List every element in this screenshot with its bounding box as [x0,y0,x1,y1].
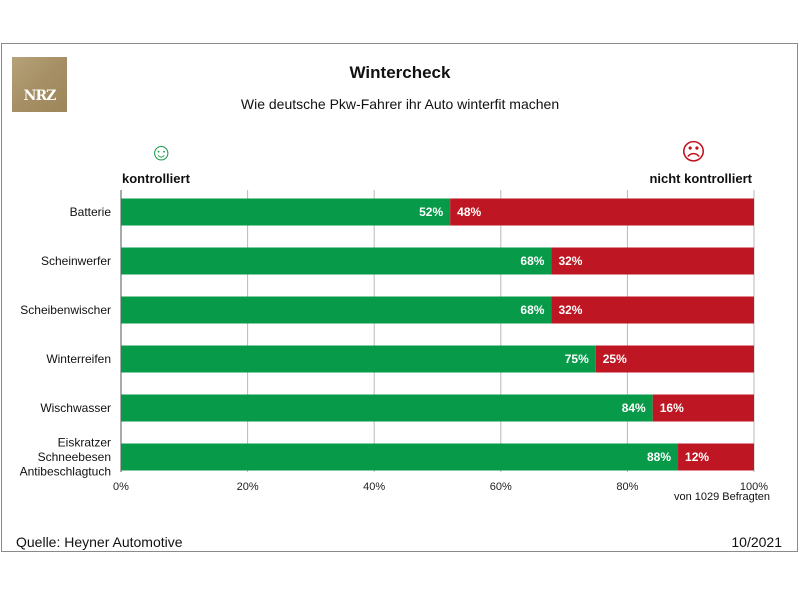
chart-subtitle: Wie deutsche Pkw-Fahrer ihr Auto winterf… [240,96,560,112]
data-label-kontrolliert: 84% [622,401,646,415]
data-label-nicht-kontrolliert: 48% [457,205,481,219]
data-label-kontrolliert: 68% [520,254,544,268]
category-label: Batterie [70,205,112,219]
bar-nicht-kontrolliert [595,345,754,373]
bar-nicht-kontrolliert [551,296,754,324]
category-label: Wischwasser [40,401,111,415]
legend-label-kontrolliert: kontrolliert [122,171,190,186]
bar-kontrolliert [121,345,596,373]
data-label-kontrolliert: 52% [419,205,443,219]
newspaper-logo: NRZ [12,57,67,112]
bar-nicht-kontrolliert [652,394,754,422]
x-tick-label: 20% [237,481,259,493]
source-credit: Quelle: Heyner Automotive [16,534,183,550]
smiley-icon: ☺ [149,139,174,166]
bar-kontrolliert [121,443,679,471]
legend-label-nicht-kontrolliert: nicht kontrolliert [649,171,752,186]
category-label: Eiskratzer [58,436,111,450]
publication-date: 10/2021 [731,534,782,550]
bar-kontrolliert [121,198,451,226]
category-label: Scheibenwischer [20,303,111,317]
data-label-kontrolliert: 75% [565,352,589,366]
x-tick-label: 60% [490,481,512,493]
bar-kontrolliert [121,394,653,422]
data-label-kontrolliert: 88% [647,450,671,464]
bar-nicht-kontrolliert [450,198,754,226]
data-label-kontrolliert: 68% [520,303,544,317]
chart-title: Wintercheck [349,63,451,82]
data-label-nicht-kontrolliert: 32% [558,303,582,317]
bar-kontrolliert [121,247,552,275]
data-label-nicht-kontrolliert: 25% [603,352,627,366]
category-label: Antibeschlagtuch [20,465,111,479]
category-label: Schneebesen [38,450,111,464]
bar-kontrolliert [121,296,552,324]
category-label: Scheinwerfer [41,254,111,268]
x-tick-label: 0% [113,481,129,493]
x-tick-label: 40% [363,481,385,493]
x-tick-label: 100% [740,481,768,493]
category-label: Winterreifen [46,352,111,366]
data-label-nicht-kontrolliert: 32% [558,254,582,268]
bar-nicht-kontrolliert [551,247,754,275]
data-label-nicht-kontrolliert: 12% [685,450,709,464]
sample-note: von 1029 Befragten [673,491,770,503]
data-label-nicht-kontrolliert: 16% [660,401,684,415]
bar-nicht-kontrolliert [678,443,754,471]
frown-icon: ☹ [681,139,707,166]
x-tick-label: 80% [616,481,638,493]
